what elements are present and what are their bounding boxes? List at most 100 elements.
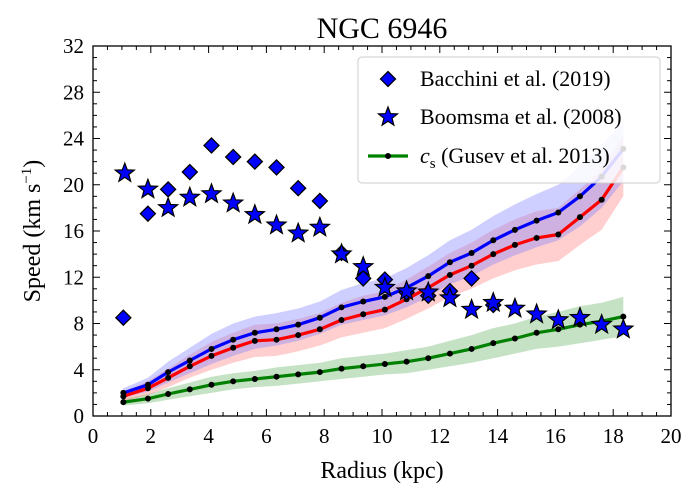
point-blue-curve bbox=[144, 381, 151, 388]
y-tick-labels: 0 4 8 12 16 20 24 28 32 bbox=[63, 34, 85, 428]
point-c-s-gusev-et-al-2013- bbox=[511, 335, 518, 342]
legend-label-cs-sub: s bbox=[430, 156, 436, 172]
point-blue-curve bbox=[555, 209, 562, 216]
point-c-s-gusev-et-al-2013- bbox=[446, 350, 453, 357]
x-tick-label: 6 bbox=[261, 424, 272, 448]
x-tick-label: 8 bbox=[319, 424, 330, 448]
point-red-curve bbox=[230, 344, 237, 351]
line-red-curve bbox=[122, 166, 625, 398]
x-tick-label: 18 bbox=[603, 424, 624, 448]
boomsma-star-marker bbox=[417, 280, 440, 302]
y-tick-label: 28 bbox=[63, 80, 84, 104]
y-tick-label: 32 bbox=[63, 34, 84, 58]
y-tick-label: 12 bbox=[63, 265, 84, 289]
point-c-s-gusev-et-al-2013- bbox=[490, 340, 497, 347]
point-red-curve bbox=[273, 336, 280, 343]
point-blue-curve bbox=[120, 389, 127, 396]
legend-label-cs: cs (Gusev et al. 2013) bbox=[420, 143, 610, 172]
boomsma-star-marker bbox=[352, 255, 375, 277]
bacchini-diamond-marker bbox=[203, 137, 220, 154]
point-blue-curve bbox=[338, 304, 345, 311]
point-c-s-gusev-et-al-2013- bbox=[120, 399, 127, 406]
boomsma-star-marker bbox=[330, 242, 353, 264]
point-blue-curve bbox=[208, 345, 215, 352]
legend: Bacchini et al. (2019) Boomsma et al. (2… bbox=[357, 56, 661, 184]
x-tick-label: 20 bbox=[661, 424, 682, 448]
point-c-s-gusev-et-al-2013- bbox=[186, 386, 193, 393]
y-tick-label: 20 bbox=[63, 173, 84, 197]
point-red-curve bbox=[533, 234, 540, 241]
bacchini-diamond-marker bbox=[181, 163, 199, 181]
point-red-curve bbox=[295, 332, 302, 339]
point-blue-curve bbox=[490, 237, 497, 244]
bacchini-diamond-marker bbox=[354, 269, 372, 287]
boomsma-star-marker bbox=[438, 286, 462, 308]
point-red-curve bbox=[576, 214, 583, 221]
point-c-s-gusev-et-al-2013- bbox=[273, 373, 280, 380]
point-c-s-gusev-et-al-2013- bbox=[403, 358, 410, 365]
point-blue-curve bbox=[425, 273, 432, 280]
point-red-curve bbox=[360, 311, 367, 318]
x-tick-label: 0 bbox=[88, 424, 99, 448]
boomsma-star-marker bbox=[547, 308, 570, 330]
legend-symbols bbox=[368, 70, 408, 159]
boomsma-star-marker bbox=[590, 312, 613, 335]
point-c-s-gusev-et-al-2013- bbox=[295, 371, 302, 378]
x-axis-title: Radius (kpc) bbox=[320, 458, 443, 484]
x-tick-label: 14 bbox=[487, 424, 509, 448]
boomsma-star-marker bbox=[612, 317, 635, 339]
legend-label-boomsma: Boomsma et al. (2008) bbox=[420, 104, 622, 129]
point-blue-curve bbox=[186, 357, 193, 364]
point-c-s-gusev-et-al-2013- bbox=[251, 376, 258, 382]
point-c-s-gusev-et-al-2013- bbox=[555, 326, 562, 333]
y-axis-title-main: Speed (km s bbox=[20, 184, 46, 303]
point-c-s-gusev-et-al-2013- bbox=[165, 391, 172, 398]
x-tick-label: 4 bbox=[203, 424, 214, 448]
bacchini-diamond-marker bbox=[246, 153, 264, 171]
series-markers bbox=[113, 137, 635, 339]
point-blue-curve bbox=[316, 314, 323, 321]
boomsma-star-marker bbox=[525, 302, 548, 324]
point-red-curve bbox=[186, 363, 193, 370]
point-c-s-gusev-et-al-2013- bbox=[316, 369, 323, 376]
point-c-s-gusev-et-al-2013- bbox=[468, 345, 475, 352]
boomsma-star-marker bbox=[568, 306, 592, 328]
point-red-curve bbox=[165, 374, 172, 381]
point-blue-curve bbox=[533, 217, 540, 224]
point-c-s-gusev-et-al-2013- bbox=[230, 378, 237, 385]
y-tick-label: 4 bbox=[74, 358, 85, 382]
y-axis-title: Speed (km s−1) bbox=[19, 160, 46, 303]
boomsma-star-marker bbox=[503, 296, 527, 318]
point-blue-curve bbox=[273, 326, 280, 333]
point-blue-curve bbox=[468, 249, 475, 256]
bacchini-diamond-marker bbox=[159, 180, 177, 198]
x-tick-label: 16 bbox=[545, 424, 566, 448]
boomsma-star-marker bbox=[200, 182, 223, 204]
point-blue-curve bbox=[295, 321, 302, 328]
legend-label-bacchini: Bacchini et al. (2019) bbox=[420, 66, 611, 91]
legend-star-icon bbox=[376, 105, 400, 127]
point-red-curve bbox=[381, 306, 388, 313]
point-c-s-gusev-et-al-2013- bbox=[208, 381, 215, 388]
boomsma-star-marker bbox=[287, 221, 310, 243]
point-blue-curve bbox=[251, 329, 258, 336]
point-red-curve bbox=[490, 251, 497, 258]
point-blue-curve bbox=[381, 293, 388, 300]
legend-diamond-icon bbox=[379, 70, 397, 88]
boomsma-star-marker bbox=[136, 177, 160, 199]
bacchini-diamond-marker bbox=[311, 192, 329, 210]
x-tick-label: 12 bbox=[429, 424, 450, 448]
point-red-curve bbox=[511, 241, 518, 248]
boomsma-star-marker bbox=[308, 215, 332, 238]
point-red-curve bbox=[446, 271, 453, 278]
bacchini-diamond-marker bbox=[463, 269, 481, 287]
chart-title: NGC 6946 bbox=[317, 12, 448, 45]
point-red-curve bbox=[208, 352, 215, 359]
point-red-curve bbox=[316, 326, 323, 333]
point-blue-curve bbox=[360, 298, 367, 305]
line-blue-curve bbox=[122, 147, 625, 395]
point-c-s-gusev-et-al-2013- bbox=[144, 395, 151, 402]
point-red-curve bbox=[598, 196, 605, 203]
point-c-s-gusev-et-al-2013- bbox=[381, 360, 388, 367]
